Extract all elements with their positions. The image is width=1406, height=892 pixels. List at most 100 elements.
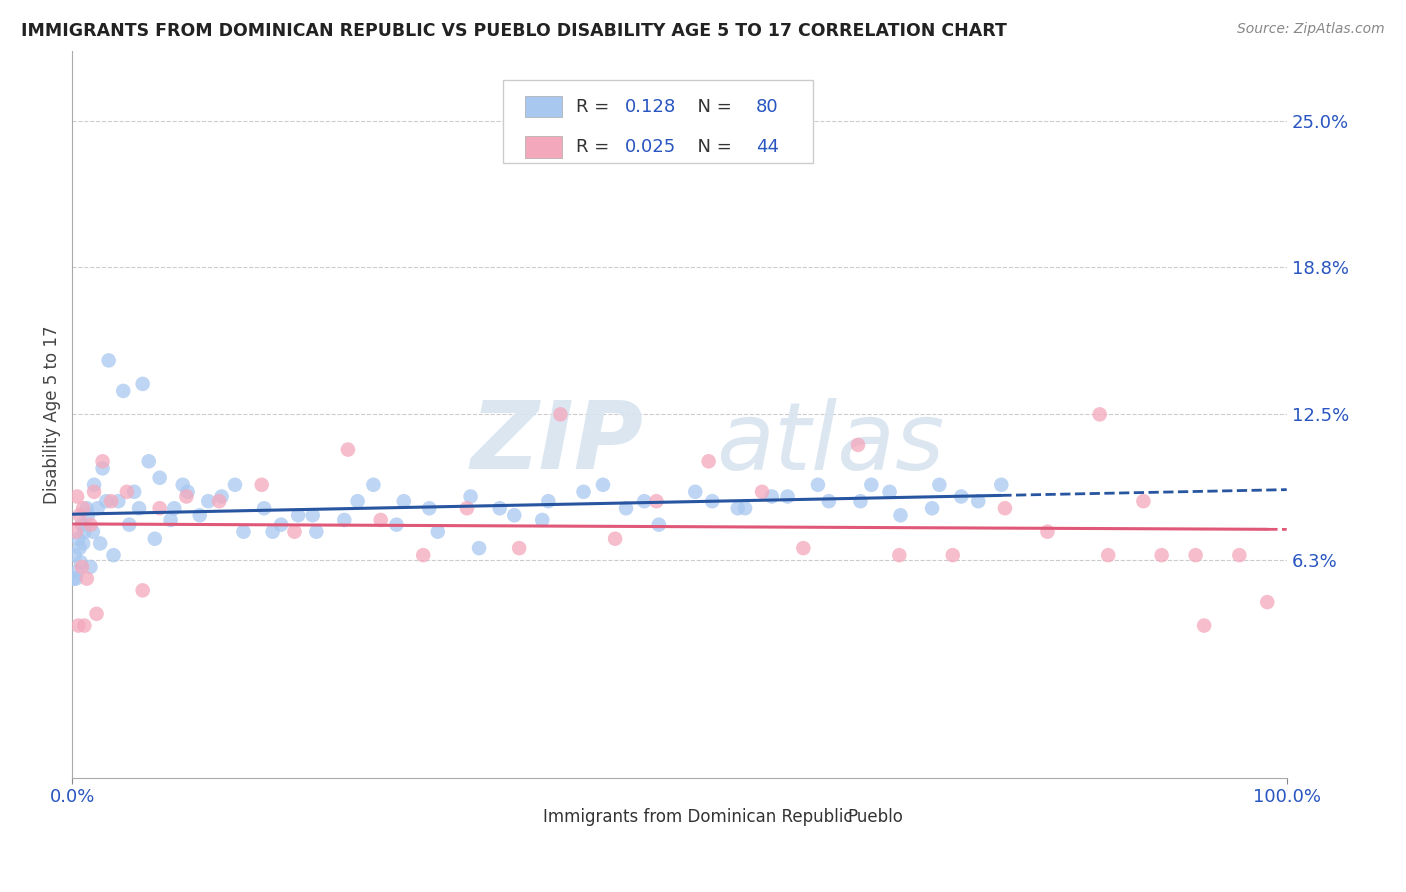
FancyBboxPatch shape — [526, 95, 561, 118]
Point — [208, 494, 231, 508]
Point — [1097, 548, 1119, 562]
Point — [503, 508, 526, 523]
Point — [89, 536, 111, 550]
Point — [172, 477, 194, 491]
Point — [683, 484, 706, 499]
Text: 80: 80 — [756, 97, 779, 116]
Point — [734, 501, 756, 516]
Point — [73, 618, 96, 632]
Point — [1192, 618, 1215, 632]
Point — [143, 532, 166, 546]
Point — [727, 501, 749, 516]
Point — [488, 501, 510, 516]
Point — [633, 494, 655, 508]
Point — [1150, 548, 1173, 562]
Point — [1036, 524, 1059, 539]
Point — [1088, 408, 1111, 422]
Point — [112, 384, 135, 398]
FancyBboxPatch shape — [503, 79, 813, 163]
Point — [283, 524, 305, 539]
Text: ZIP: ZIP — [470, 398, 643, 490]
Point — [305, 524, 328, 539]
Point — [70, 517, 93, 532]
Point — [67, 532, 90, 546]
Point — [96, 494, 118, 508]
Point — [270, 517, 292, 532]
FancyBboxPatch shape — [509, 806, 536, 827]
Point — [508, 541, 530, 555]
Point — [87, 501, 110, 516]
Point — [818, 494, 841, 508]
Point — [385, 517, 408, 532]
Point — [131, 376, 153, 391]
Point — [63, 548, 86, 562]
Point — [531, 513, 554, 527]
Point — [761, 490, 783, 504]
Point — [149, 501, 172, 516]
Point — [776, 490, 799, 504]
Point — [807, 477, 830, 491]
Point — [392, 494, 415, 508]
Point — [468, 541, 491, 555]
Point — [1227, 548, 1250, 562]
Text: 0.025: 0.025 — [624, 137, 676, 156]
FancyBboxPatch shape — [526, 136, 561, 158]
Point — [592, 477, 614, 491]
Point — [131, 583, 153, 598]
FancyBboxPatch shape — [813, 806, 839, 827]
Point — [456, 501, 478, 516]
Point — [645, 494, 668, 508]
Text: 44: 44 — [756, 137, 779, 156]
Text: atlas: atlas — [716, 398, 945, 489]
Point — [72, 501, 94, 516]
Point — [65, 572, 87, 586]
Point — [76, 501, 98, 516]
Point — [65, 524, 87, 539]
Point — [572, 484, 595, 499]
Point — [69, 541, 91, 555]
Point — [211, 490, 233, 504]
Point — [889, 548, 911, 562]
Point — [163, 501, 186, 516]
Point — [67, 618, 90, 632]
Point — [287, 508, 309, 523]
Point — [426, 524, 449, 539]
Point — [76, 572, 98, 586]
Text: Pueblo: Pueblo — [846, 807, 903, 826]
Point — [73, 524, 96, 539]
Point — [91, 454, 114, 468]
Point — [79, 517, 101, 532]
Point — [702, 494, 724, 508]
Point — [62, 572, 84, 586]
Point — [159, 513, 181, 527]
Point — [460, 490, 482, 504]
Point — [262, 524, 284, 539]
Point — [83, 477, 105, 491]
Point — [82, 524, 104, 539]
Point — [889, 508, 911, 523]
Point — [100, 494, 122, 508]
Point — [792, 541, 814, 555]
Point — [83, 484, 105, 499]
Point — [149, 471, 172, 485]
Text: IMMIGRANTS FROM DOMINICAN REPUBLIC VS PUEBLO DISABILITY AGE 5 TO 17 CORRELATION : IMMIGRANTS FROM DOMINICAN REPUBLIC VS PU… — [21, 22, 1007, 40]
Point — [849, 494, 872, 508]
Point — [86, 607, 108, 621]
Point — [614, 501, 637, 516]
Point — [66, 490, 89, 504]
Point — [333, 513, 356, 527]
Point — [224, 477, 246, 491]
Point — [363, 477, 385, 491]
Point — [603, 532, 626, 546]
Point — [879, 484, 901, 499]
Point — [967, 494, 990, 508]
Point — [950, 490, 973, 504]
Point — [79, 560, 101, 574]
Point — [412, 548, 434, 562]
Point — [253, 501, 276, 516]
Point — [66, 565, 89, 579]
Point — [346, 494, 368, 508]
Point — [921, 501, 943, 516]
Point — [537, 494, 560, 508]
Point — [122, 484, 145, 499]
